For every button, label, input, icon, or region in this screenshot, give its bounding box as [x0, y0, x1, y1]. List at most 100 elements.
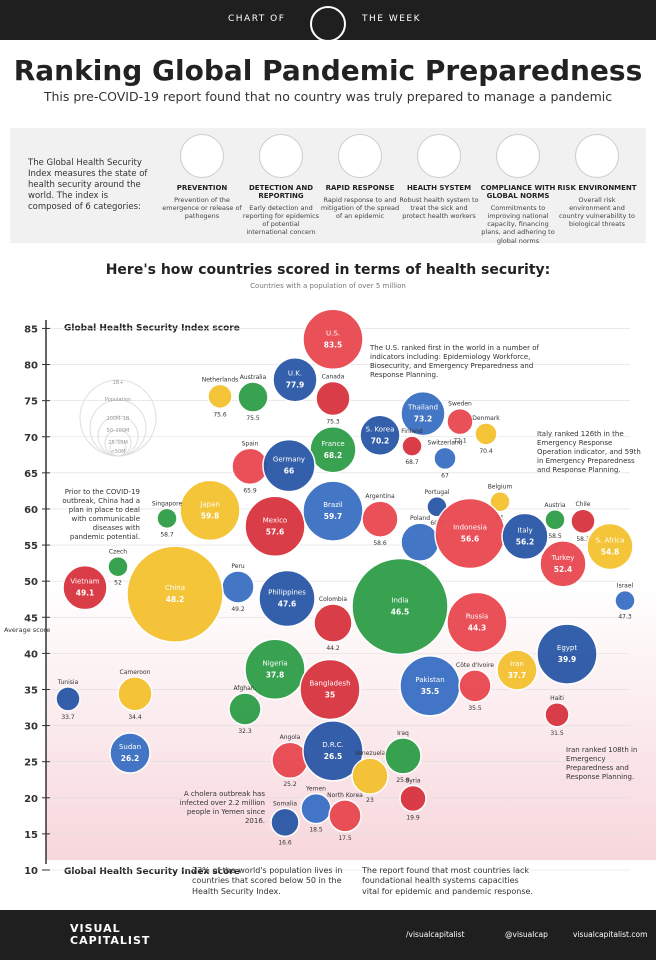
country-label: U.K. — [288, 370, 302, 378]
country-label: Switzerland — [428, 439, 463, 446]
y-tick-label: 20 — [24, 794, 38, 805]
value-label: 25.8 — [396, 777, 410, 784]
country-label: Japan — [199, 500, 220, 508]
annotation: 73% of the world's population lives in c… — [192, 866, 343, 896]
bubble — [221, 570, 255, 604]
country-label: Indonesia — [453, 524, 487, 532]
category: PREVENTION Prevention of the emergence o… — [162, 128, 242, 220]
country-label: Peru — [231, 563, 245, 570]
country-label: Nigeria — [262, 659, 287, 667]
value-label: 66 — [284, 467, 294, 476]
category-icon — [575, 134, 619, 178]
facebook[interactable]: /visualcapitalist — [406, 930, 465, 939]
bubble — [299, 658, 361, 721]
value-label: 73.2 — [414, 415, 433, 424]
bubble — [570, 508, 596, 534]
value-label: 39.9 — [558, 655, 577, 664]
value-label: 33.7 — [61, 714, 75, 721]
bubble — [614, 589, 636, 612]
country-label: Bangladesh — [309, 679, 350, 687]
country-label: Yemen — [305, 786, 326, 793]
y-tick-label: 35 — [24, 685, 38, 696]
annotation: Prior to the COVID-19 outbreak, China ha… — [62, 488, 140, 542]
value-label: 77.9 — [286, 381, 305, 390]
value-label: 37.7 — [508, 671, 527, 680]
bubble — [117, 676, 153, 712]
legend-label: 1B+ — [113, 380, 124, 386]
country-label: Angola — [280, 734, 301, 741]
legend-label: 25–50M — [108, 440, 128, 446]
country-label: Germany — [273, 456, 305, 464]
value-label: 68.2 — [324, 451, 343, 460]
footer: VISUAL CAPITALIST /visualcapitalist @vis… — [0, 910, 656, 960]
bubble — [315, 380, 351, 417]
bubble — [434, 497, 506, 570]
y-tick-label: 75 — [24, 397, 38, 408]
country-label: Philippines — [268, 588, 306, 596]
country-label: Argentina — [365, 493, 395, 500]
value-label: 18.5 — [309, 827, 323, 834]
category-desc: Early detection and reporting for epidem… — [242, 204, 320, 237]
website[interactable]: visualcapitalist.com — [573, 930, 648, 939]
bubble — [361, 500, 399, 538]
value-label: 57.6 — [266, 527, 285, 536]
average-label: Average score — [4, 626, 50, 634]
logo — [310, 6, 346, 42]
category: HEALTH SYSTEM Robust health system to tr… — [399, 128, 479, 220]
value-label: 49.2 — [231, 606, 245, 613]
y-tick-label: 25 — [24, 758, 38, 769]
bubble — [351, 557, 449, 656]
intro: The Global Health Security Index measure… — [28, 158, 148, 213]
annotation: Italy ranked 126th in the Emergency Resp… — [537, 430, 641, 475]
annotation: The report found that most countries lac… — [362, 866, 533, 896]
bubble — [244, 638, 306, 701]
country-label: Portugal — [425, 489, 450, 496]
bubble — [156, 507, 178, 530]
legend-label: 100M–1B — [107, 416, 131, 422]
category: RISK ENVIRONMENT Overall risk environmen… — [557, 128, 637, 229]
top-right: THE WEEK — [362, 14, 421, 24]
value-label: 70.4 — [479, 448, 493, 455]
country-label: Mexico — [263, 516, 287, 524]
country-label: France — [321, 440, 344, 448]
y-tick-label: 85 — [24, 324, 38, 335]
country-label: U.S. — [326, 329, 340, 337]
value-label: 16.6 — [278, 839, 292, 846]
category: RAPID RESPONSE Rapid response to and mit… — [320, 128, 400, 220]
value-label: 75.3 — [326, 418, 340, 425]
bubble — [399, 784, 427, 813]
annotation: A cholera outbreak has infected over 2.2… — [179, 790, 265, 826]
bubble — [359, 414, 401, 457]
value-label: 75.6 — [213, 411, 227, 418]
country-label: Austria — [544, 502, 566, 509]
brand: VISUAL CAPITALIST — [70, 922, 151, 948]
y-tick-label: 55 — [24, 541, 38, 552]
value-label: 26.2 — [121, 754, 140, 763]
legend-label: Population — [105, 397, 131, 403]
country-label: Netherlands — [202, 376, 239, 383]
bubble — [62, 564, 108, 611]
value-label: 58.5 — [548, 533, 562, 540]
value-label: 52 — [114, 580, 122, 587]
subtitle: This pre-COVID-19 report found that no c… — [43, 89, 613, 104]
twitter[interactable]: @visualcap — [505, 930, 548, 939]
value-label: 83.5 — [324, 340, 343, 349]
bubble — [179, 479, 241, 542]
bubble — [272, 356, 318, 403]
bubble — [400, 390, 446, 437]
country-label: Finland — [401, 428, 423, 435]
value-label: 35 — [325, 690, 335, 699]
annotation: The U.S. ranked first in the world in a … — [370, 344, 540, 380]
bubble — [207, 383, 233, 410]
value-label: 47.6 — [278, 599, 297, 608]
y-tick-label: 15 — [24, 830, 38, 841]
country-label: S. Africa — [596, 537, 625, 545]
category-desc: Overall risk environment and country vul… — [558, 196, 635, 229]
value-label: 67 — [441, 472, 449, 479]
bubble — [244, 495, 306, 558]
value-label: 48.2 — [166, 595, 185, 604]
country-label: Iran — [510, 660, 524, 668]
bubble — [313, 603, 353, 643]
country-label: Denmark — [472, 415, 500, 422]
country-label: North Korea — [327, 792, 363, 799]
